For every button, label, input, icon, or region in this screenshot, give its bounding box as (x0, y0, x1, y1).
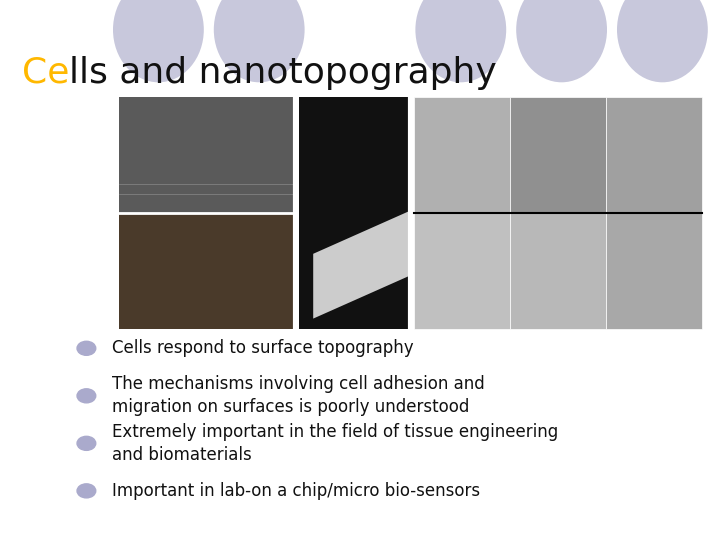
Bar (414, 213, 510, 329)
Ellipse shape (515, 0, 608, 84)
Text: Cells respond to surface topography: Cells respond to surface topography (112, 339, 413, 357)
Ellipse shape (616, 0, 709, 84)
Text: Ce: Ce (22, 56, 69, 90)
Circle shape (77, 389, 96, 403)
Text: Important in lab-on a chip/micro bio-sensors: Important in lab-on a chip/micro bio-sen… (112, 482, 480, 500)
Text: Extremely important in the field of tissue engineering
and biomaterials: Extremely important in the field of tiss… (112, 423, 558, 464)
Bar (119, 213, 295, 329)
Ellipse shape (212, 0, 306, 84)
Circle shape (77, 436, 96, 450)
Bar (606, 97, 702, 213)
Ellipse shape (414, 0, 508, 84)
Circle shape (77, 484, 96, 498)
Bar (299, 97, 410, 329)
Bar (606, 213, 702, 329)
Circle shape (77, 341, 96, 355)
Bar (510, 97, 606, 213)
Bar (119, 97, 295, 213)
Bar (510, 213, 606, 329)
Bar (414, 97, 510, 213)
Text: lls and nanotopography: lls and nanotopography (69, 56, 497, 90)
Ellipse shape (112, 0, 205, 84)
Polygon shape (313, 211, 410, 319)
Text: The mechanisms involving cell adhesion and
migration on surfaces is poorly under: The mechanisms involving cell adhesion a… (112, 375, 485, 416)
